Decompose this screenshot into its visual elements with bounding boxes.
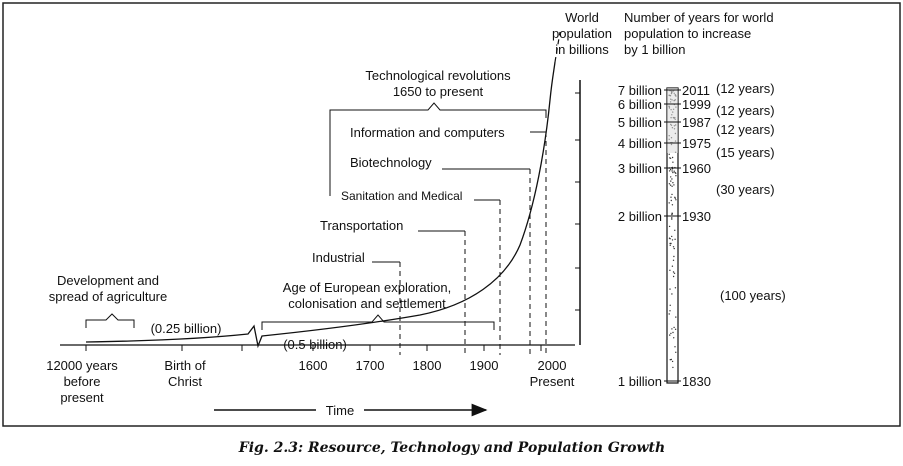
- svg-text:before: before: [64, 374, 101, 389]
- interval-label: (12 years): [716, 81, 775, 96]
- scale-row: 1 billion 1830: [618, 374, 711, 389]
- svg-text:1650 to present: 1650 to present: [393, 84, 484, 99]
- svg-text:Birth of: Birth of: [164, 358, 206, 373]
- scale-billion-label: 6 billion: [618, 97, 662, 112]
- population-curve: [85, 61, 556, 349]
- tech-revolutions-bracket: [329, 102, 547, 196]
- svg-text:Technological revolutions: Technological revolutions: [365, 68, 511, 83]
- svg-text:Development and: Development and: [57, 273, 159, 288]
- time-label: Time: [326, 403, 354, 418]
- scale-year-label: 1930: [682, 209, 711, 224]
- scale-billion-label: 2 billion: [618, 209, 662, 224]
- svg-text:population: population: [552, 26, 612, 41]
- scale-year-label: 1830: [682, 374, 711, 389]
- scale-row: 6 billion 1999: [618, 97, 711, 112]
- scale-row: 7 billion 2011: [618, 83, 710, 98]
- svg-text:Sanitation and Medical: Sanitation and Medical: [341, 189, 462, 203]
- figure-caption: Fig. 2.3: Resource, Technology and Popul…: [238, 440, 665, 456]
- milestone-industrial: Industrial: [312, 250, 401, 355]
- svg-text:spread of agriculture: spread of agriculture: [49, 289, 168, 304]
- scale-year-label: 1975: [682, 136, 711, 151]
- svg-text:12000 years: 12000 years: [46, 358, 118, 373]
- scale-row: 5 billion 1987: [618, 115, 711, 130]
- svg-text:Transportation: Transportation: [320, 218, 403, 233]
- interval-label: (100 years): [720, 288, 786, 303]
- population-axis-ticks: [575, 92, 580, 311]
- tick-label-1800: 1800: [413, 358, 442, 373]
- svg-text:Information and computers: Information and computers: [350, 125, 505, 140]
- svg-text:Industrial: Industrial: [312, 250, 365, 265]
- scale-year-label: 1960: [682, 161, 711, 176]
- x-axis-left-label: 12000 years before present: [46, 358, 118, 405]
- svg-text:population to increase: population to increase: [624, 26, 751, 41]
- exploration-label: Age of European exploration, colonisatio…: [283, 280, 451, 311]
- scale-row: 2 billion 1930: [618, 209, 711, 224]
- svg-text:World: World: [565, 10, 599, 25]
- birth-of-christ-label: Birth of Christ: [164, 358, 206, 389]
- interval-label: (12 years): [716, 122, 775, 137]
- milestone-biotechnology: Biotechnology: [350, 155, 531, 355]
- agriculture-population-label: (0.25 billion): [151, 321, 222, 336]
- svg-text:Christ: Christ: [168, 374, 202, 389]
- scale-billion-label: 4 billion: [618, 136, 662, 151]
- svg-text:Age of European exploration,: Age of European exploration,: [283, 280, 451, 295]
- milestone-information-computers: Information and computers: [350, 125, 547, 355]
- interval-label: (12 years): [716, 103, 775, 118]
- axis-ticks: [85, 345, 542, 351]
- scale-billion-label: 1 billion: [618, 374, 662, 389]
- scale-year-label: 1999: [682, 97, 711, 112]
- svg-text:Number of years for world: Number of years for world: [624, 10, 774, 25]
- svg-text:present: present: [60, 390, 104, 405]
- svg-text:in billions: in billions: [555, 42, 609, 57]
- scale-billion-label: 7 billion: [618, 83, 662, 98]
- tech-revolutions-label: Technological revolutions 1650 to presen…: [365, 68, 511, 99]
- agriculture-bracket: [85, 313, 135, 328]
- scale-year-label: 1987: [682, 115, 711, 130]
- axis-tick-labels: 1600 1700 1800 1900 2000 Present: [299, 358, 575, 389]
- milestone-sanitation-medical: Sanitation and Medical: [341, 189, 501, 355]
- tick-label-1600: 1600: [299, 358, 328, 373]
- svg-text:Biotechnology: Biotechnology: [350, 155, 432, 170]
- tick-label-1900: 1900: [470, 358, 499, 373]
- figure-frame: [2, 2, 901, 427]
- population-scale-bar: [666, 87, 679, 384]
- population-scale-rows: 7 billion 2011 6 billion 1999 5 billion 1987 4…: [618, 81, 786, 389]
- years-increase-title: Number of years for world population to …: [624, 10, 774, 57]
- svg-text:by 1 billion: by 1 billion: [624, 42, 685, 57]
- svg-text:colonisation and settlement: colonisation and settlement: [288, 296, 446, 311]
- exploration-bracket: [261, 314, 495, 330]
- tick-label-1700: 1700: [356, 358, 385, 373]
- exploration-population-label: (0.5 billion): [283, 337, 347, 352]
- interval-label: (15 years): [716, 145, 775, 160]
- world-population-title: World population in billions: [552, 10, 612, 57]
- present-label: Present: [530, 374, 575, 389]
- milestone-transportation: Transportation: [320, 218, 466, 355]
- scale-billion-label: 5 billion: [618, 115, 662, 130]
- scale-row: 4 billion 1975: [618, 136, 711, 151]
- tick-label-2000: 2000: [538, 358, 567, 373]
- interval-label: (30 years): [716, 182, 775, 197]
- scale-row: 3 billion 1960: [618, 161, 711, 176]
- agriculture-label: Development and spread of agriculture: [49, 273, 168, 304]
- scale-billion-label: 3 billion: [618, 161, 662, 176]
- scale-year-label: 2011: [682, 83, 710, 98]
